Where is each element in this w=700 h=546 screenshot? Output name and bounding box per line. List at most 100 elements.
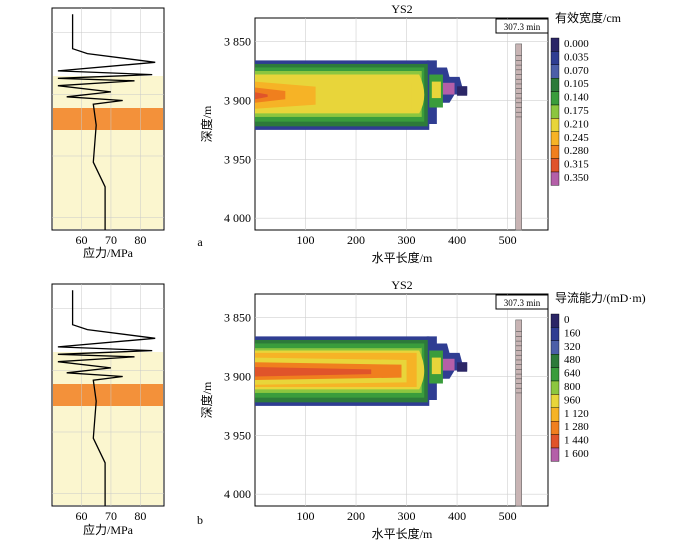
legend-level-label: 0.140 xyxy=(564,92,589,104)
x-tick-label: 500 xyxy=(499,509,517,523)
legend-swatch xyxy=(550,64,560,79)
stress-zone-band xyxy=(53,384,163,406)
stress-x-label: 应力/MPa xyxy=(83,522,134,537)
contour-plot-a: YS2 307.3 min 100 200 300 400 500 3 850 3 900… xyxy=(199,2,549,265)
stress-gridlines xyxy=(52,284,164,506)
stress-x-ticks: 60 70 80 xyxy=(75,233,146,247)
stress-tick-label: 70 xyxy=(105,233,117,247)
stress-tick-label: 60 xyxy=(75,509,87,523)
contour-tip-dark xyxy=(457,362,468,372)
y-tick-label: 3 850 xyxy=(224,35,251,49)
contour-band-8 xyxy=(255,367,372,377)
legend-level-label: 0.280 xyxy=(564,145,589,157)
legend-title-b: 导流能力/(mD·m) xyxy=(555,291,646,305)
legend-level-label: 480 xyxy=(564,354,581,366)
contour-stripe xyxy=(255,344,422,349)
fracture-contour-b xyxy=(255,336,468,406)
legend-swatch xyxy=(550,367,560,382)
stress-profile-line xyxy=(57,14,156,230)
y-tick-label: 4 000 xyxy=(224,211,251,225)
legend-level-label: 0.210 xyxy=(564,118,589,130)
legend-swatch xyxy=(550,407,560,422)
legend-swatch xyxy=(550,421,560,435)
legend-level-label: 0.000 xyxy=(564,38,589,50)
stress-plot-a: 60 70 80 应力/MPa xyxy=(51,7,165,260)
stress-tick-label: 60 xyxy=(75,233,87,247)
legend-swatch xyxy=(550,158,560,173)
stress-plot-b: 60 70 80 应力/MPa xyxy=(51,283,165,537)
time-label-a: 307.3 min xyxy=(504,22,541,32)
legend-swatch xyxy=(550,131,560,146)
wellbore-a xyxy=(515,43,523,231)
stress-x-ticks: 60 70 80 xyxy=(75,509,146,523)
legend-swatch xyxy=(550,380,560,395)
legend-swatch xyxy=(550,144,560,159)
stress-gridlines xyxy=(52,8,164,230)
contour-band-5 xyxy=(255,81,326,109)
legend-a: 有效宽度/cm 0.0000.0350.0700.1050.1400.1750.… xyxy=(550,10,622,186)
x-axis-label-a: 水平长度/m xyxy=(372,250,433,265)
wellbore-pipe xyxy=(515,43,523,231)
legend-level-label: 320 xyxy=(564,341,581,353)
legend-swatch xyxy=(550,77,560,92)
legend-level-label: 0.350 xyxy=(564,172,589,184)
x-tick-label: 200 xyxy=(347,509,365,523)
y-tick-label: 3 950 xyxy=(224,152,251,166)
y-axis-label-a: 深度/m xyxy=(199,105,214,142)
stress-tick-label: 70 xyxy=(105,509,117,523)
legend-level-label: 0.175 xyxy=(564,105,589,117)
contour-band-7 xyxy=(255,92,268,100)
legend-swatch xyxy=(550,434,560,449)
contour-band-6 xyxy=(255,87,286,103)
stress-zone-band xyxy=(53,108,163,130)
legend-level-label: 160 xyxy=(564,327,581,339)
legend-swatch xyxy=(550,171,560,186)
legend-level-label: 0.105 xyxy=(564,78,589,90)
x-tick-label: 100 xyxy=(297,233,315,247)
x-tick-label: 400 xyxy=(448,233,466,247)
x-tick-labels-b: 100 200 300 400 500 xyxy=(297,509,517,523)
legend-swatch xyxy=(550,51,560,66)
x-tick-label: 200 xyxy=(347,233,365,247)
y-tick-label: 3 950 xyxy=(224,428,251,442)
time-label-b: 307.3 min xyxy=(504,298,541,308)
stress-tick-label: 80 xyxy=(134,233,146,247)
contour-plot-b: YS2 307.3 min 100 200 300 400 500 3 850 3 900… xyxy=(199,278,549,541)
x-tick-label: 500 xyxy=(499,233,517,247)
chart-title-a: YS2 xyxy=(391,2,412,16)
legend-level-label: 960 xyxy=(564,394,581,406)
stress-tick-label: 80 xyxy=(134,509,146,523)
time-label-box-b xyxy=(495,294,549,310)
legend-level-label: 0.070 xyxy=(564,65,589,77)
x-axis-label-b: 水平长度/m xyxy=(372,526,433,541)
y-tick-label: 4 000 xyxy=(224,487,251,501)
legend-swatch xyxy=(550,340,560,355)
legend-level-label: 1 280 xyxy=(564,421,589,433)
legend-swatch xyxy=(550,104,560,119)
fracture-contour-a xyxy=(255,60,468,130)
stress-zone-background xyxy=(53,76,163,229)
legend-level-label: 1 440 xyxy=(564,435,589,447)
legend-level-label: 1 600 xyxy=(564,448,589,460)
x-tick-label: 400 xyxy=(448,509,466,523)
y-tick-labels-a: 3 850 3 900 3 950 4 000 xyxy=(224,35,251,226)
contour-band-mid xyxy=(315,82,412,110)
wellbore-b xyxy=(515,319,523,507)
contour-tip-purple xyxy=(441,358,455,371)
legend-swatch xyxy=(550,354,560,368)
panel-a: 60 70 80 应力/MPa a YS2 307.3 min 100 200 300 4… xyxy=(51,2,622,265)
y-tick-labels-b: 3 850 3 900 3 950 4 000 xyxy=(224,311,251,502)
x-tick-label: 300 xyxy=(398,233,416,247)
panel-label-a: a xyxy=(197,235,203,249)
contour-tip-yellow xyxy=(431,81,441,99)
panel-label-b: b xyxy=(197,513,203,527)
x-tick-label: 100 xyxy=(297,509,315,523)
legend-swatch xyxy=(550,313,560,328)
x-tick-labels-a: 100 200 300 400 500 xyxy=(297,233,517,247)
stress-zone-background xyxy=(53,352,163,505)
contour-tip-dark xyxy=(457,86,468,96)
